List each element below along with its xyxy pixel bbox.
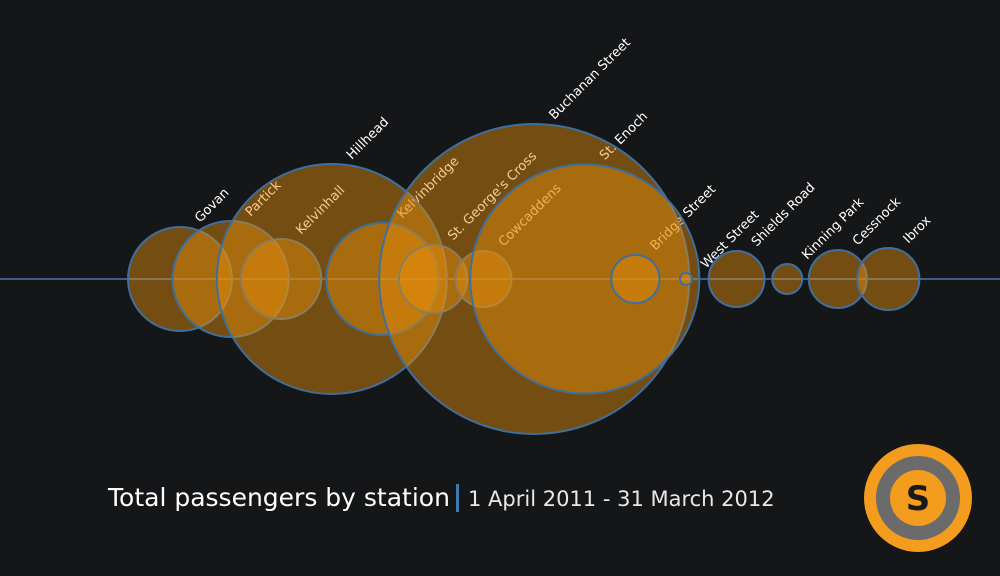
bubble (454, 250, 513, 308)
logo-text: S (906, 479, 931, 519)
bubble (610, 253, 661, 305)
bubble (469, 163, 701, 395)
bubble (171, 220, 290, 338)
bubble (240, 237, 323, 321)
chart-title: Total passengers by station (107, 483, 450, 512)
bubble (856, 247, 921, 311)
bubble (771, 262, 804, 296)
logo: S (864, 444, 972, 552)
chart-subtitle: 1 April 2011 - 31 March 2012 (468, 487, 775, 511)
bubble (707, 250, 766, 308)
bubble (397, 243, 469, 315)
bubbles (127, 123, 921, 435)
bubble (127, 226, 233, 332)
logo-inner (890, 470, 946, 526)
title-separator (456, 484, 459, 512)
bubble (378, 123, 691, 435)
bubble (325, 221, 440, 337)
bubble (807, 249, 868, 309)
bubble (678, 271, 694, 287)
